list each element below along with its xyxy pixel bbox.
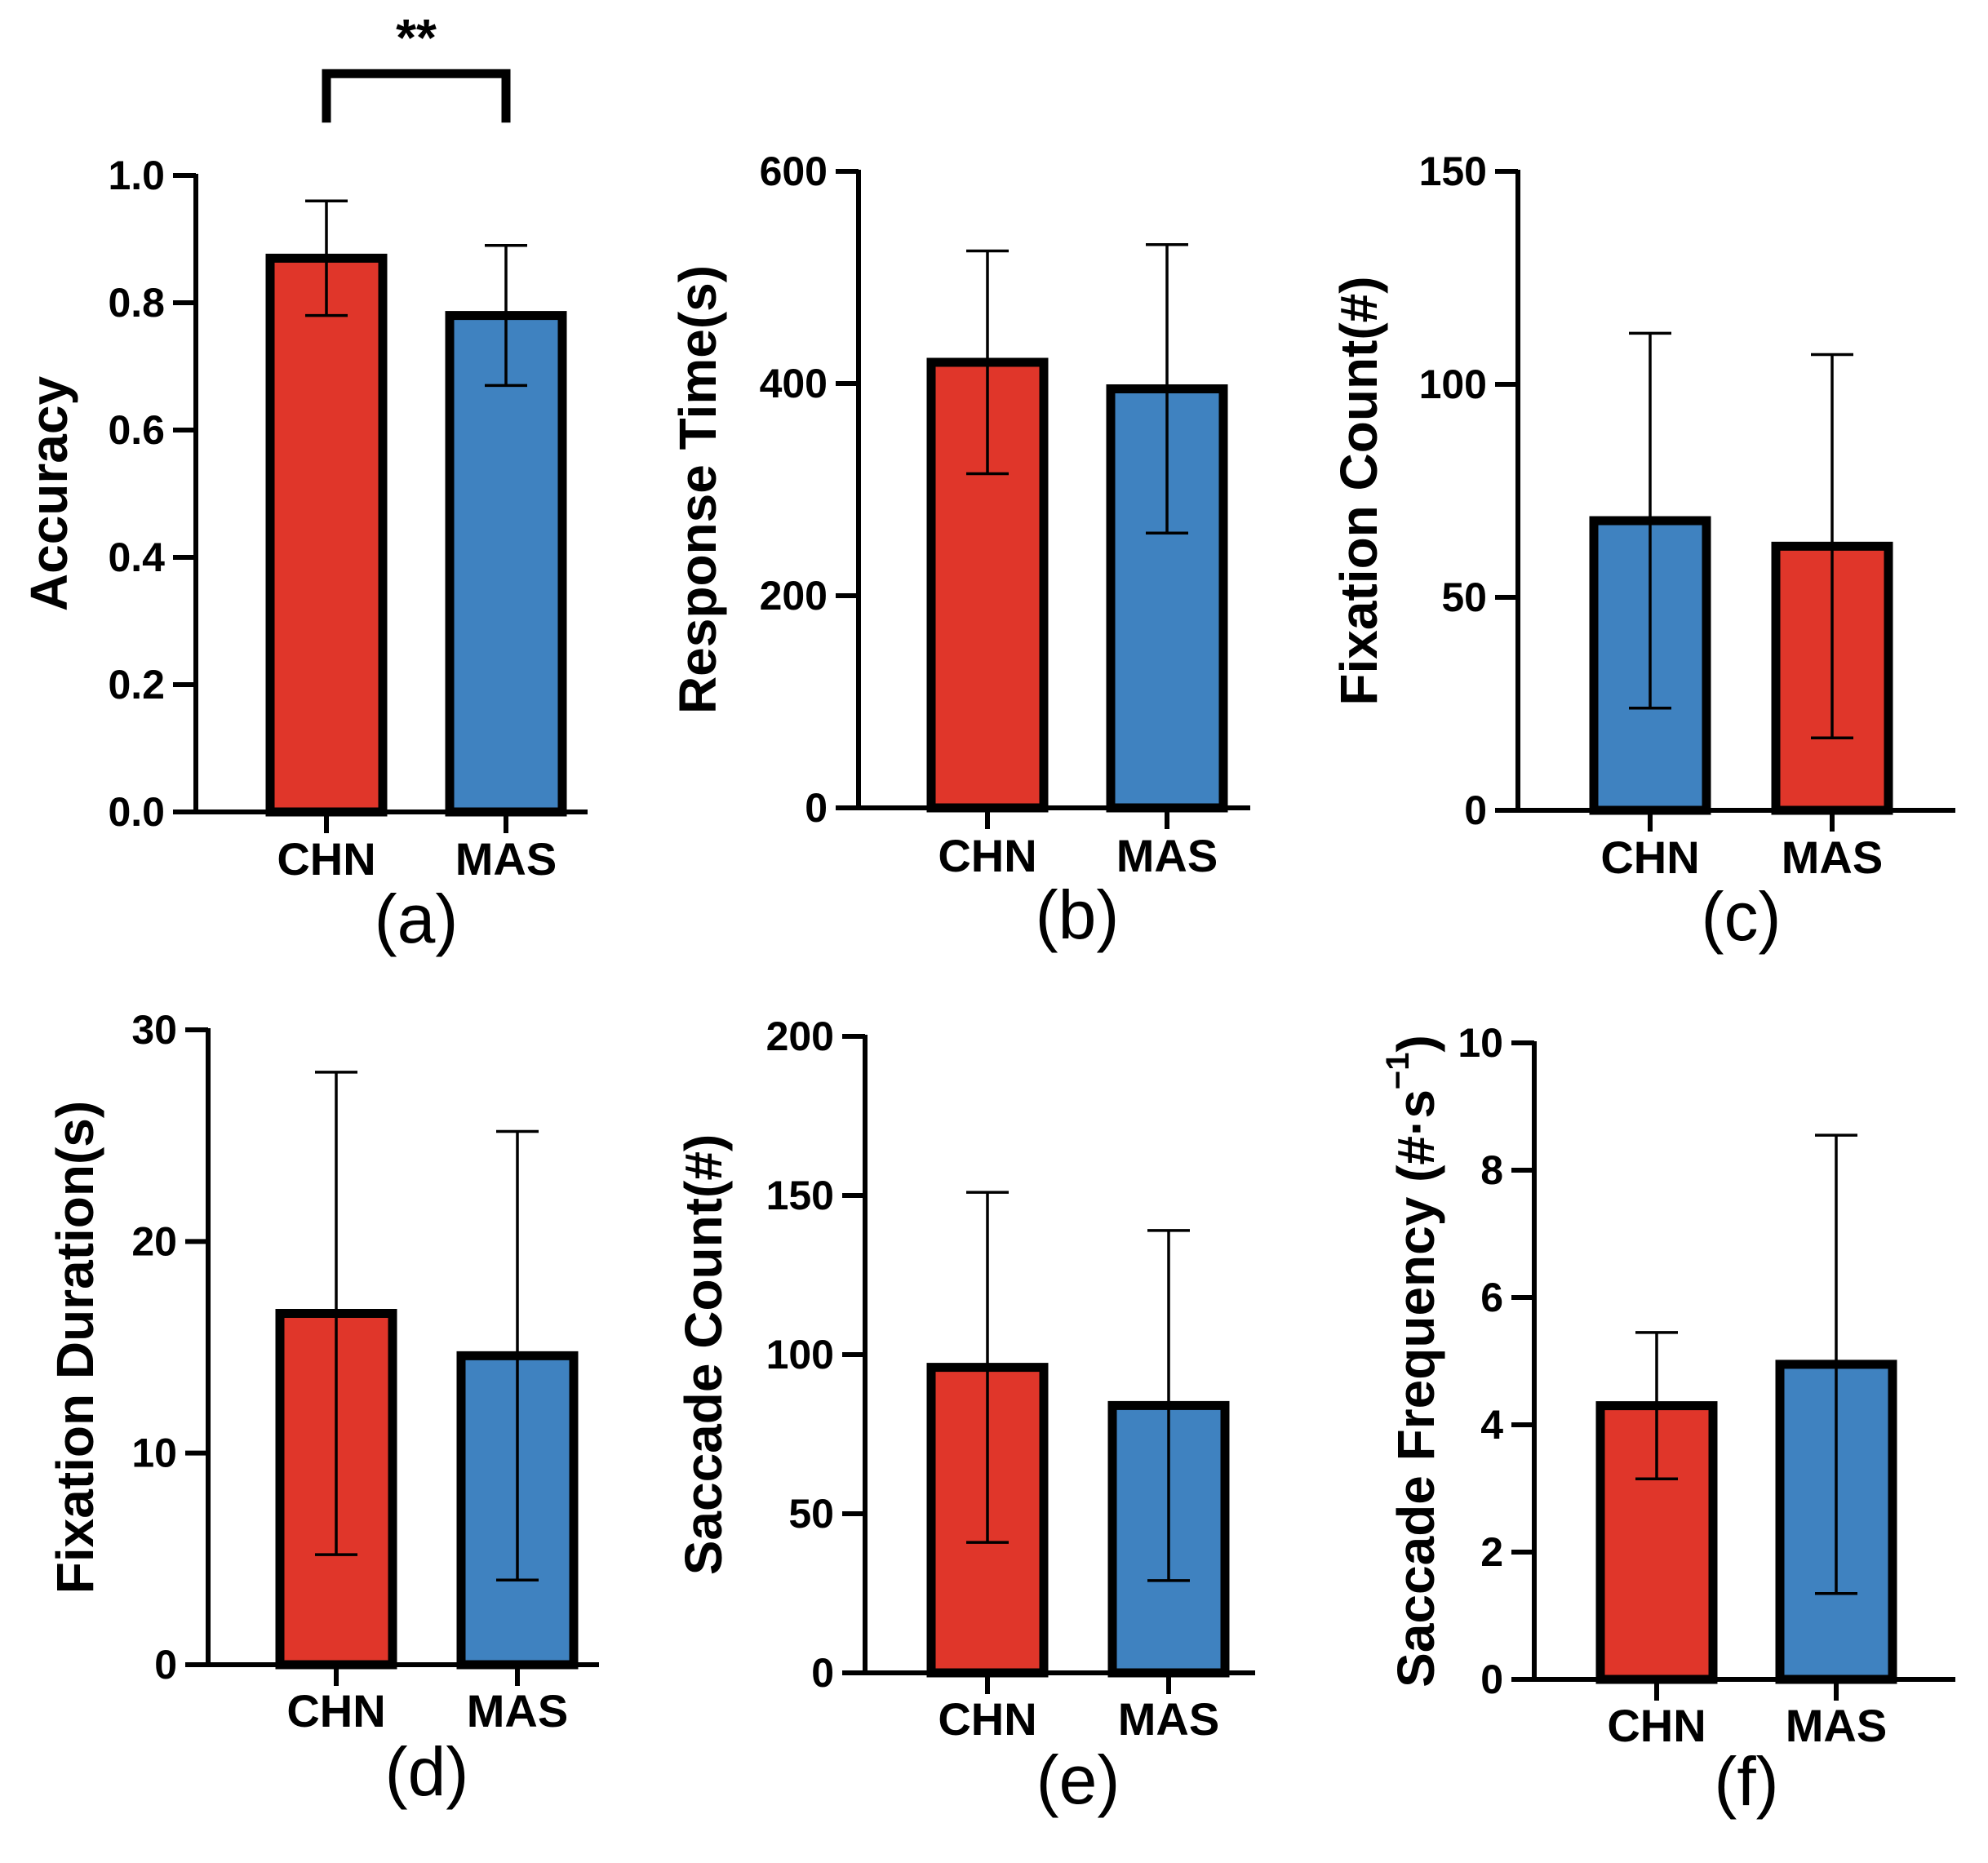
error-bar-chn — [1629, 331, 1671, 710]
error-bar-mas — [1146, 242, 1188, 535]
error-bar-mas — [496, 1129, 539, 1582]
y-tick-label: 100 — [766, 1332, 834, 1377]
x-tick-label-mas: MAS — [467, 1685, 568, 1737]
x-tick-label-chn: CHN — [277, 833, 375, 885]
significance-label: ** — [396, 8, 437, 67]
y-tick-label: 0.0 — [108, 789, 165, 835]
error-bar-chn — [966, 249, 1009, 476]
chart-panel-1: 0.0 0.2 0.4 0.6 0.8 1.0 CHN MAS Accuracy (a) ** — [20, 8, 588, 957]
y-tick-label: 0 — [805, 785, 828, 831]
y-tick-label: 20 — [131, 1218, 177, 1264]
y-tick-label: 6 — [1480, 1275, 1503, 1320]
panel-label: (a) — [375, 880, 459, 957]
y-tick-label: 0 — [154, 1642, 177, 1688]
y-axis-label: Saccade Count(#) — [674, 1134, 733, 1576]
x-tick-label-mas: MAS — [455, 833, 557, 885]
panel-label: (c) — [1702, 878, 1782, 955]
error-bar-chn — [1635, 1331, 1678, 1481]
chart-panel-2: 0 200 400 600 CHN MAS Response Time(s) (b) — [668, 149, 1250, 953]
y-tick-label: 0.2 — [108, 662, 165, 707]
y-tick-label: 0.8 — [108, 280, 165, 326]
y-tick-label: 1.0 — [108, 153, 165, 198]
chart-panel-3: 0 50 100 150 CHN MAS Fixation Count(#) (c) — [1329, 149, 1955, 955]
y-axis-label: Accuracy — [20, 376, 78, 612]
y-tick-label: 0 — [811, 1650, 834, 1696]
y-tick-label: 8 — [1480, 1147, 1503, 1193]
chart-panel-4: 0 10 20 30 CHN MAS Fixation Duration(s) (d) — [46, 1007, 599, 1810]
y-tick-label: 10 — [131, 1431, 177, 1476]
panel-label: (e) — [1036, 1741, 1120, 1818]
x-tick-label-mas: MAS — [1116, 830, 1218, 881]
bar-chn — [265, 253, 388, 817]
y-tick-label: 0.4 — [108, 535, 165, 580]
y-tick-label: 200 — [766, 1014, 834, 1059]
y-tick-label: 2 — [1480, 1529, 1503, 1575]
y-tick-label: 600 — [760, 149, 828, 194]
x-tick-label-chn: CHN — [286, 1685, 385, 1737]
error-bar-chn — [315, 1071, 357, 1556]
chart-panel-6: 0 2 4 6 8 10 CHN MAS Saccade Frequency (#·s−1) (f… — [1380, 1020, 1955, 1820]
y-tick-label: 30 — [131, 1007, 177, 1053]
y-tick-label: 10 — [1458, 1020, 1503, 1066]
y-tick-label: 200 — [760, 573, 828, 619]
x-tick-label-chn: CHN — [1600, 832, 1699, 883]
bar-mas — [445, 311, 567, 817]
x-tick-label-mas: MAS — [1118, 1693, 1219, 1745]
y-tick-label: 50 — [788, 1491, 834, 1537]
x-tick-label-mas: MAS — [1786, 1700, 1887, 1751]
y-axis-label: Saccade Frequency (#·s−1) — [1380, 1035, 1445, 1688]
y-tick-label: 0 — [1480, 1657, 1503, 1702]
error-bar-chn — [305, 199, 348, 317]
y-tick-label: 0.6 — [108, 407, 165, 453]
y-tick-label: 150 — [766, 1173, 834, 1218]
error-bar-mas — [485, 244, 527, 388]
x-tick-label-mas: MAS — [1782, 832, 1883, 883]
y-axis-label: Fixation Duration(s) — [46, 1101, 104, 1594]
panel-label: (b) — [1036, 876, 1120, 953]
panel-label: (f) — [1714, 1743, 1778, 1820]
y-tick-label: 50 — [1441, 574, 1487, 620]
chart-panel-5: 0 50 100 150 200 CHN MAS Saccade Count(#) (e) — [674, 1014, 1255, 1818]
significance-bracket — [322, 69, 511, 123]
error-bar-mas — [1815, 1133, 1857, 1595]
error-bar-chn — [966, 1191, 1009, 1544]
error-bar-mas — [1811, 353, 1853, 740]
error-bar-mas — [1147, 1229, 1190, 1582]
x-tick-label-chn: CHN — [938, 1693, 1036, 1745]
y-tick-label: 400 — [760, 361, 828, 406]
y-tick-label: 0 — [1464, 787, 1487, 833]
x-tick-label-chn: CHN — [1607, 1700, 1706, 1751]
x-tick-label-chn: CHN — [938, 830, 1036, 881]
y-tick-label: 150 — [1419, 149, 1487, 194]
y-tick-label: 4 — [1480, 1402, 1503, 1448]
y-axis-label: Fixation Count(#) — [1329, 276, 1388, 705]
y-axis-label: Response Time(s) — [668, 265, 727, 714]
panel-label: (d) — [385, 1733, 469, 1810]
y-tick-label: 100 — [1419, 362, 1487, 407]
